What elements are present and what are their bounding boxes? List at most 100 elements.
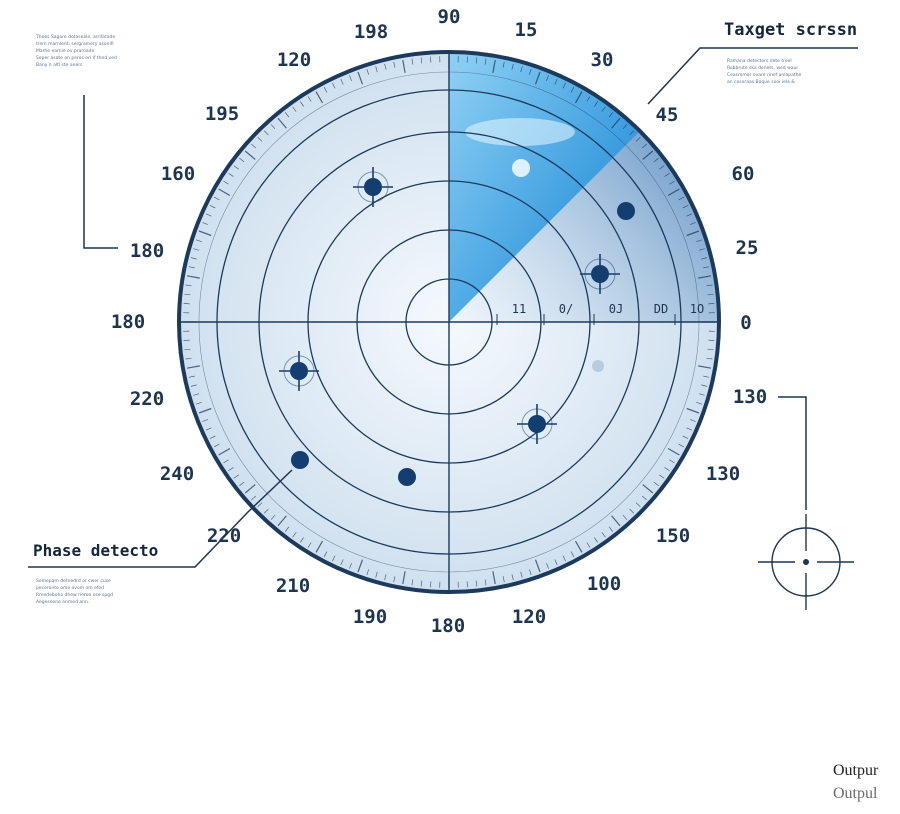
bearing-tick — [218, 188, 231, 197]
range-label: 0/ — [558, 302, 574, 316]
description-line: Marhe earnie ov praroade — [36, 49, 95, 54]
bearing-tick — [669, 180, 675, 185]
bearing-tick — [528, 68, 532, 75]
bearing-tick — [511, 63, 514, 70]
bearing-tick — [534, 559, 541, 573]
range-label: 0J — [608, 302, 624, 316]
bearing-tick — [213, 196, 220, 201]
bearing-tick — [332, 555, 336, 562]
bearing-tick — [402, 59, 406, 73]
bearing-tick — [257, 502, 263, 508]
bearing-tick — [669, 459, 675, 464]
bearing-tick — [475, 580, 478, 587]
sweep-glare — [512, 159, 530, 177]
bearing-tick — [198, 230, 212, 237]
bearing-tick — [502, 61, 505, 68]
bearing-tick — [183, 339, 190, 341]
sweep-glare — [465, 118, 575, 146]
bearing-tick — [184, 293, 191, 296]
bearing-tick — [185, 284, 192, 287]
bearing-tick — [594, 101, 598, 107]
bearing-tick — [393, 61, 396, 68]
bearing-tick — [193, 248, 200, 251]
bearing-tick — [554, 559, 558, 566]
bearing-tick — [340, 78, 344, 85]
bearing-tick — [534, 71, 541, 85]
target-blip-crosshair — [353, 167, 393, 207]
target-dot — [591, 265, 609, 283]
bearing-tick — [574, 540, 583, 553]
bearing-tick — [696, 239, 703, 243]
bearing-tick — [707, 293, 714, 296]
bearing-tick — [484, 58, 487, 65]
description-line: Rmedeboho dhew rieroe ose spgd — [36, 593, 113, 598]
bearing-label: 210 — [275, 575, 311, 597]
bearing-tick — [323, 86, 328, 93]
target-blip — [291, 451, 309, 469]
bearing-tick — [188, 266, 195, 269]
bearing-tick — [520, 66, 523, 73]
bearing-tick — [686, 427, 693, 431]
description-line: Semepam detnedrd or cwer cuse — [36, 579, 111, 584]
target-blip-faint — [592, 360, 604, 372]
bearing-label: 45 — [655, 104, 679, 126]
bearing-tick — [202, 222, 209, 225]
bearing-tick — [703, 375, 710, 378]
bearing-label: 190 — [352, 606, 388, 628]
bearing-tick — [701, 384, 708, 387]
description-line: Seper asate on peres eri if thed ved — [36, 56, 117, 61]
bearing-tick — [546, 75, 549, 82]
bearing-tick — [642, 150, 654, 160]
bearing-label: 30 — [590, 49, 614, 71]
description-line: an cosoraas Baque sooi iela & — [727, 80, 795, 85]
bearing-label: 15 — [514, 19, 538, 41]
phase-detect-title: Phase detecto — [33, 541, 159, 560]
bearing-label: 90 — [437, 6, 461, 28]
bearing-tick — [475, 57, 478, 64]
bearing-tick — [562, 82, 566, 89]
target-dot — [528, 415, 546, 433]
target-blip-crosshair — [279, 351, 319, 391]
bearing-tick — [659, 474, 665, 479]
bearing-tick — [430, 581, 432, 588]
bearing-tick — [284, 112, 290, 118]
bearing-tick — [570, 551, 575, 558]
bearing-tick — [484, 579, 487, 586]
bearing-label: 130 — [705, 463, 741, 485]
bearing-tick — [562, 555, 566, 562]
description-line: Robbrute ska denets, wed waur — [727, 66, 799, 71]
bearing-tick — [682, 435, 689, 439]
bearing-tick — [239, 481, 245, 487]
bearing-tick — [393, 576, 396, 583]
bearing-tick — [307, 542, 312, 548]
bearing-tick — [300, 537, 304, 543]
bearing-tick — [601, 106, 606, 112]
bearing-label: 120 — [511, 606, 547, 628]
bearing-tick — [233, 165, 239, 170]
bearing-tick — [586, 542, 591, 548]
target-blip-crosshair — [580, 254, 620, 294]
bearing-label: 0 — [740, 312, 752, 334]
bearing-tick — [195, 401, 202, 405]
bearing-tick — [708, 339, 715, 341]
description-line: Bany n altl ste aners. — [36, 63, 84, 68]
bearing-tick — [570, 86, 575, 93]
bearing-tick — [340, 559, 344, 566]
bearing-tick — [292, 532, 297, 538]
bearing-tick — [198, 407, 212, 414]
bearing-tick — [228, 173, 234, 177]
bearing-tick — [594, 537, 598, 543]
bearing-tick — [205, 213, 212, 217]
bearing-label: 180 — [129, 240, 165, 262]
crosshair-icon — [758, 514, 854, 610]
bearing-tick — [678, 196, 685, 201]
bearing-tick — [277, 117, 287, 129]
bearing-tick — [186, 365, 200, 369]
bearing-tick — [608, 526, 614, 532]
bearing-tick — [664, 173, 670, 177]
bearing-tick — [402, 571, 406, 585]
bearing-tick — [698, 248, 705, 251]
bearing-tick — [701, 257, 708, 260]
bearing-tick — [411, 58, 414, 65]
bearing-tick — [659, 165, 665, 170]
